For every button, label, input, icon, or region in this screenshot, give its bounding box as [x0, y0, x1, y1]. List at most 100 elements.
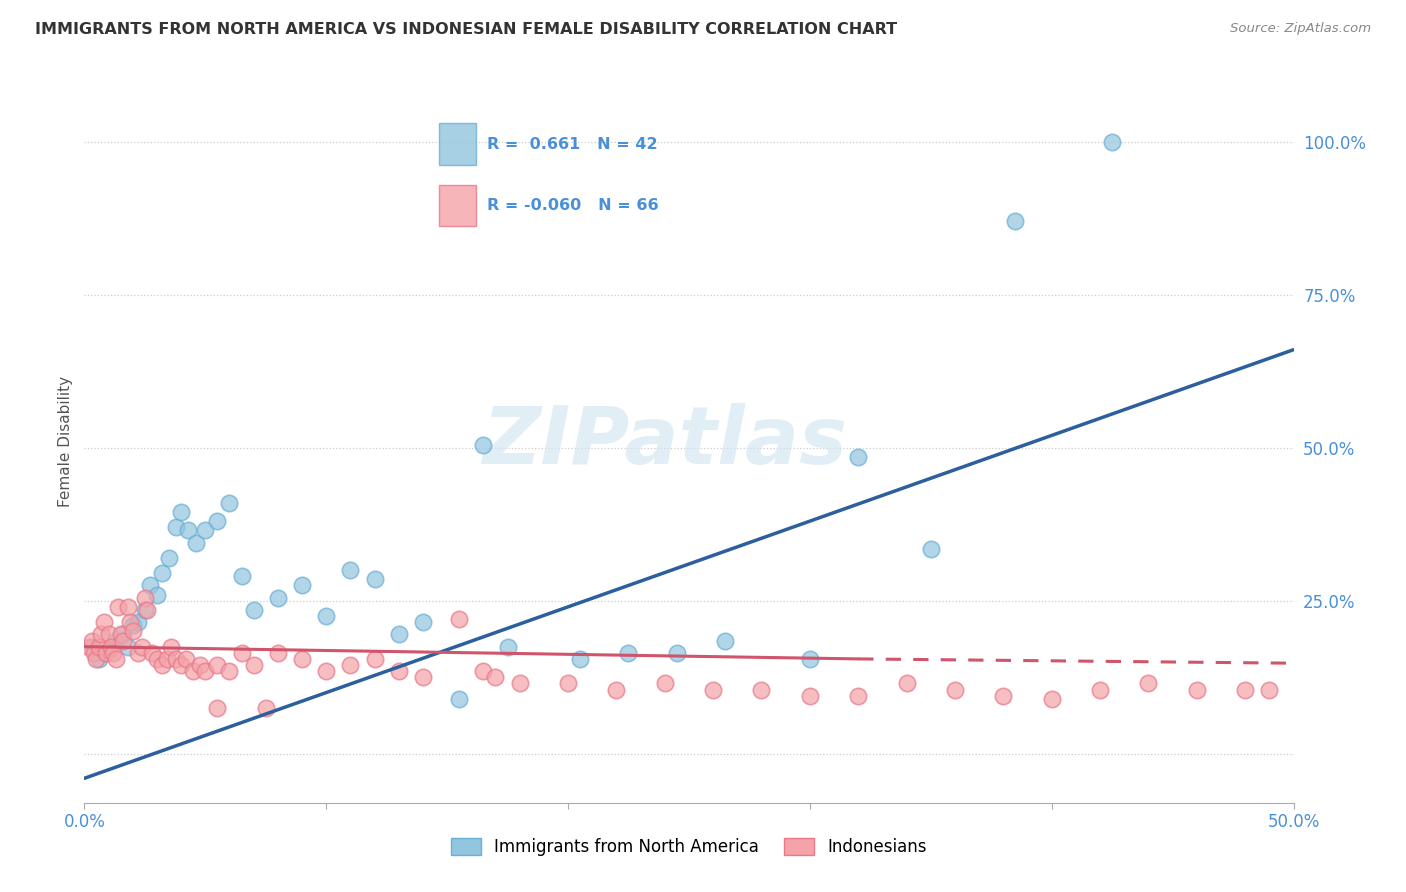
- Point: [87, 640, 110, 654]
- Point: [170, 505, 193, 519]
- Point: [97, 627, 120, 641]
- Point: [184, 535, 207, 549]
- Point: [218, 664, 240, 678]
- Point: [97, 642, 120, 657]
- Point: [1004, 214, 1026, 228]
- Point: [165, 652, 187, 666]
- Point: [170, 658, 193, 673]
- Point: [120, 615, 142, 630]
- Point: [254, 701, 277, 715]
- Point: [339, 658, 361, 673]
- Point: [412, 670, 434, 684]
- Point: [104, 652, 127, 666]
- Point: [112, 633, 135, 648]
- Point: [1258, 682, 1281, 697]
- Point: [846, 689, 869, 703]
- Point: [80, 640, 103, 654]
- Point: [896, 676, 918, 690]
- Point: [412, 615, 434, 630]
- Y-axis label: Female Disability: Female Disability: [58, 376, 73, 508]
- Point: [654, 676, 676, 690]
- Point: [484, 670, 506, 684]
- Point: [174, 652, 197, 666]
- Legend: Immigrants from North America, Indonesians: Immigrants from North America, Indonesia…: [444, 831, 934, 863]
- Point: [93, 646, 115, 660]
- Point: [86, 652, 108, 666]
- Point: [1101, 135, 1123, 149]
- Point: [146, 588, 169, 602]
- Point: [751, 682, 773, 697]
- Point: [110, 627, 132, 641]
- Point: [449, 612, 471, 626]
- Point: [665, 646, 688, 660]
- Point: [509, 676, 531, 690]
- Point: [363, 652, 385, 666]
- Point: [194, 524, 217, 538]
- Point: [1234, 682, 1257, 697]
- Point: [702, 682, 724, 697]
- Point: [605, 682, 627, 697]
- Point: [569, 652, 592, 666]
- Point: [121, 618, 143, 632]
- Point: [291, 652, 314, 666]
- Point: [141, 646, 163, 660]
- Point: [134, 603, 156, 617]
- Point: [472, 437, 495, 451]
- Point: [155, 652, 177, 666]
- Point: [472, 664, 495, 678]
- Point: [181, 664, 204, 678]
- Point: [363, 572, 385, 586]
- Point: [242, 603, 264, 617]
- Point: [117, 599, 139, 614]
- Point: [121, 624, 143, 639]
- Point: [920, 541, 942, 556]
- Point: [557, 676, 579, 690]
- Point: [315, 609, 337, 624]
- Point: [127, 646, 149, 660]
- Point: [134, 591, 156, 605]
- Point: [131, 640, 153, 654]
- Point: [146, 652, 169, 666]
- Point: [103, 646, 125, 660]
- Point: [993, 689, 1015, 703]
- Point: [388, 664, 411, 678]
- Point: [943, 682, 966, 697]
- Point: [94, 646, 117, 660]
- Point: [207, 701, 229, 715]
- Point: [190, 658, 212, 673]
- Point: [617, 646, 640, 660]
- Point: [846, 450, 869, 464]
- Point: [242, 658, 264, 673]
- Point: [127, 615, 149, 630]
- Point: [1088, 682, 1111, 697]
- Point: [1185, 682, 1208, 697]
- Point: [388, 627, 411, 641]
- Point: [138, 578, 160, 592]
- Point: [150, 658, 173, 673]
- Point: [207, 658, 229, 673]
- Point: [339, 563, 361, 577]
- Point: [291, 578, 314, 592]
- Point: [112, 627, 135, 641]
- Point: [165, 520, 187, 534]
- Point: [1137, 676, 1160, 690]
- Point: [315, 664, 337, 678]
- Point: [117, 640, 139, 654]
- Point: [231, 646, 253, 660]
- Point: [100, 640, 122, 654]
- Point: [231, 569, 253, 583]
- Point: [90, 627, 112, 641]
- Point: [150, 566, 173, 581]
- Point: [107, 599, 129, 614]
- Point: [104, 633, 127, 648]
- Point: [218, 496, 240, 510]
- Point: [83, 646, 105, 660]
- Point: [799, 652, 821, 666]
- Point: [496, 640, 519, 654]
- Point: [160, 640, 183, 654]
- Point: [714, 633, 737, 648]
- Point: [80, 633, 103, 648]
- Point: [194, 664, 217, 678]
- Point: [136, 603, 159, 617]
- Point: [177, 524, 200, 538]
